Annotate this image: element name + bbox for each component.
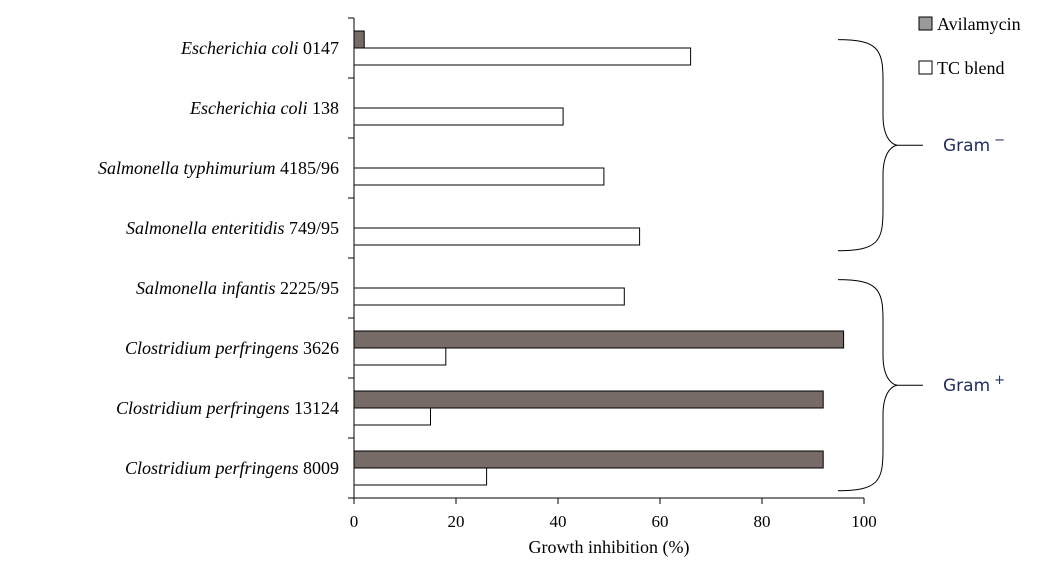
group-label-superscript: + [994, 373, 1005, 388]
group-label-superscript: − [994, 133, 1005, 148]
x-axis-ticks: 0 20 40 60 80 100 [350, 498, 877, 531]
x-tick-label: 40 [550, 512, 567, 531]
legend-label-1: TC blend [937, 58, 1005, 78]
category-strain: 0147 [299, 38, 340, 58]
bar-tc-blend-3 [353, 227, 641, 246]
category-strain: 3626 [299, 338, 340, 358]
group-label-0: Gram − [943, 133, 1005, 156]
chart-axes [348, 17, 864, 499]
bar-tc-blend-4 [353, 287, 625, 306]
x-tick-label: 100 [851, 512, 877, 531]
category-strain: 13124 [290, 398, 340, 418]
bar-tc-blend-7 [353, 467, 488, 486]
category-species: Clostridium perfringens [125, 338, 299, 358]
category-label-5: Clostridium perfringens 3626 [125, 338, 339, 358]
category-label-4: Salmonella infantis 2225/95 [136, 278, 339, 298]
bar-tc-blend-5 [353, 347, 447, 366]
category-strain: 4185/96 [275, 158, 339, 178]
category-species: Salmonella infantis [136, 278, 276, 298]
category-label-6: Clostridium perfringens 13124 [116, 398, 339, 418]
category-species: Escherichia coli [180, 38, 298, 58]
category-species: Salmonella enteritidis [126, 218, 284, 238]
category-label-1: Escherichia coli 138 [189, 98, 339, 118]
x-tick-label: 80 [754, 512, 771, 531]
group-braces: Gram −Gram + [837, 39, 1005, 492]
category-strain: 2225/95 [275, 278, 339, 298]
bar-avilamycin-6 [353, 390, 824, 409]
bar-tc-blend-0 [353, 47, 692, 66]
group-brace-0 [837, 39, 923, 252]
bar-avilamycin-7 [353, 450, 824, 469]
category-species: Salmonella typhimurium [98, 158, 276, 178]
category-strain: 749/95 [284, 218, 339, 238]
category-label-2: Salmonella typhimurium 4185/96 [98, 158, 339, 178]
category-label-0: Escherichia coli 0147 [180, 38, 339, 58]
bar-avilamycin-5 [353, 330, 845, 349]
bar-tc-blend-1 [353, 107, 564, 126]
x-axis-title: Growth inhibition (%) [529, 537, 690, 558]
category-species: Escherichia coli [189, 98, 307, 118]
group-brace-1 [837, 279, 923, 492]
group-label-text: Gram [943, 376, 990, 396]
category-strain: 138 [308, 98, 340, 118]
category-label-3: Salmonella enteritidis 749/95 [126, 218, 339, 238]
x-tick-label: 60 [652, 512, 669, 531]
bar-avilamycin-0 [353, 30, 365, 49]
group-label-text: Gram [943, 136, 990, 156]
category-label-7: Clostridium perfringens 8009 [125, 458, 339, 478]
legend-swatch-1 [918, 60, 933, 75]
group-label-1: Gram + [943, 373, 1005, 396]
category-species: Clostridium perfringens [116, 398, 290, 418]
chart-bars [353, 30, 845, 486]
category-strain: 8009 [299, 458, 340, 478]
legend: Avilamycin TC blend [918, 14, 1021, 78]
legend-swatch-0 [918, 16, 933, 31]
x-tick-label: 20 [448, 512, 465, 531]
bar-tc-blend-6 [353, 407, 431, 426]
x-tick-label: 0 [350, 512, 359, 531]
bar-tc-blend-2 [353, 167, 605, 186]
category-species: Clostridium perfringens [125, 458, 299, 478]
legend-label-0: Avilamycin [937, 14, 1021, 34]
